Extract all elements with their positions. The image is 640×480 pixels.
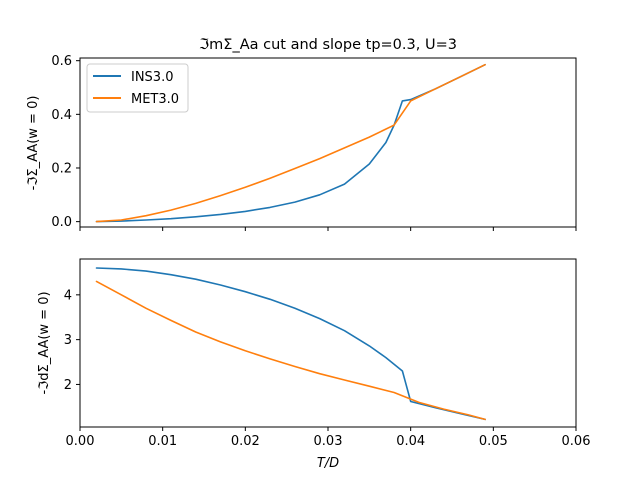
bottom-plot-area: 0.00 0.01 0.02 0.03 0.04 0.05 0.06 2 3 4 <box>64 267 591 449</box>
top-chart-title: ℑmΣ_Aa cut and slope tp=0.3, U=3 <box>199 37 457 53</box>
top-plot-area: 0.0 0.2 0.4 0.6 <box>51 54 577 231</box>
top-ytick-label: 0.2 <box>51 161 72 176</box>
top-ytick-label: 0.0 <box>51 215 72 230</box>
legend-label-ins: INS3.0 <box>131 70 174 85</box>
bottom-ytick-label: 3 <box>64 333 72 348</box>
bottom-xtick-label: 0.01 <box>148 434 177 449</box>
top-axes-frame <box>79 57 577 228</box>
bottom-panel: 0.00 0.01 0.02 0.03 0.04 0.05 0.06 2 3 4 -ℑdΣ_AA(… <box>37 258 591 471</box>
top-ylabel: -ℑΣ_AA(w = 0) <box>26 96 41 191</box>
legend: INS3.0 MET3.0 <box>86 63 189 113</box>
bottom-ytick-label: 4 <box>64 288 72 303</box>
top-series-met3-0-line <box>95 63 486 223</box>
legend-label-met: MET3.0 <box>131 92 179 107</box>
bottom-xtick-label: 0.06 <box>562 434 591 449</box>
top-ytick-label: 0.4 <box>51 108 72 123</box>
bottom-series-met3-0-line <box>95 280 486 421</box>
bottom-xtick-label: 0.02 <box>231 434 260 449</box>
bottom-axes-frame <box>79 258 577 428</box>
bottom-xtick-label: 0.00 <box>66 434 95 449</box>
top-ytick-label: 0.6 <box>51 54 72 69</box>
bottom-xlabel: T/D <box>317 456 339 471</box>
bottom-xtick-label: 0.05 <box>479 434 508 449</box>
bottom-xtick-label: 0.03 <box>314 434 343 449</box>
bottom-ylabel: -ℑdΣ_AA(w = 0) <box>37 291 52 394</box>
bottom-ytick-label: 2 <box>64 378 72 393</box>
top-panel: ℑmΣ_Aa cut and slope tp=0.3, U=3 0.00.20… <box>26 37 577 231</box>
top-series-ins3-0-line <box>95 63 486 223</box>
bottom-series-ins3-0-line <box>95 267 486 421</box>
bottom-xtick-label: 0.04 <box>396 434 425 449</box>
